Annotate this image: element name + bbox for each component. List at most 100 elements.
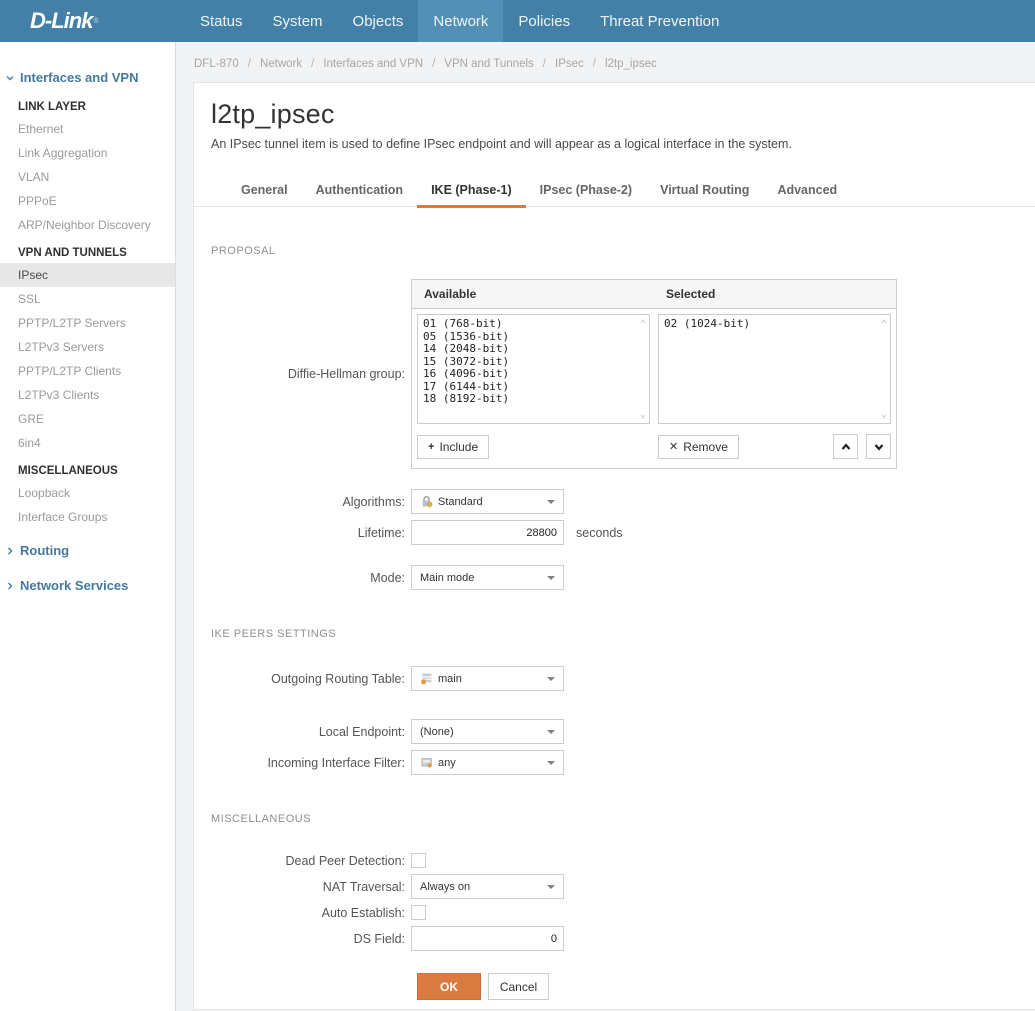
outgoing-routing-table-label: Outgoing Routing Table: (271, 671, 405, 686)
caret-down-icon (547, 575, 555, 580)
sidebar-item-pppoe[interactable]: PPPoE (18, 194, 57, 208)
sidebar-item-ssl[interactable]: SSL (18, 292, 41, 306)
include-button[interactable]: + Include (417, 434, 490, 459)
sidebar-item-gre[interactable]: GRE (18, 412, 45, 426)
breadcrumb-separator: / (542, 58, 546, 70)
dead-peer-detection-checkbox[interactable] (411, 853, 426, 868)
breadcrumb-item-vpn-and-tunnels[interactable]: VPN and Tunnels (444, 58, 534, 70)
nav-item-system[interactable]: System (272, 12, 323, 30)
incoming-interface-filter-label: Incoming Interface Filter: (267, 755, 405, 770)
sidebar-item-network-services[interactable]: Network Services (0, 572, 175, 599)
nav-item-objects[interactable]: Objects (352, 12, 404, 30)
mode-select[interactable]: Main mode (411, 565, 564, 590)
scroll-down-icon[interactable]: ⌄ (880, 409, 887, 420)
breadcrumb-separator: / (311, 58, 315, 70)
auto-establish-checkbox[interactable] (411, 905, 426, 920)
nav-item-status[interactable]: Status (200, 12, 243, 30)
list-item[interactable]: 15 (3072-bit) (423, 354, 510, 368)
sidebar-item-pptp-l2tp-clients[interactable]: PPTP/L2TP Clients (18, 364, 122, 378)
tab-ipsec-phase-2[interactable]: IPsec (Phase-2) (539, 183, 633, 197)
breadcrumb-item-ipsec[interactable]: IPsec (555, 58, 584, 70)
remove-button[interactable]: ✕ Remove (658, 434, 739, 459)
chevron-up-icon (841, 442, 850, 450)
dh-available-listbox[interactable]: 01 (768-bit) 05 (1536-bit) 14 (2048-bit)… (417, 314, 650, 424)
main-content-area: DFL-870 / Network / Interfaces and VPN /… (176, 42, 1035, 1011)
auto-establish-row: Auto Establish: (194, 905, 1035, 920)
tab-bar: General Authentication IKE (Phase-1) IPs… (194, 175, 1035, 208)
tab-ike-phase-1[interactable]: IKE (Phase-1) (417, 175, 526, 208)
lifetime-row: Lifetime: seconds (194, 520, 1035, 545)
section-label-proposal: PROPOSAL (211, 245, 276, 257)
dh-group-duallist: Available Selected 01 (768-bit) 05 (1536… (411, 279, 897, 469)
tab-advanced[interactable]: Advanced (777, 183, 838, 197)
list-item[interactable]: 05 (1536-bit) (423, 329, 510, 343)
sidebar: Interfaces and VPN LINK LAYER Ethernet L… (0, 42, 176, 1011)
list-item[interactable]: 17 (6144-bit) (423, 379, 510, 393)
sidebar-item-arp-neighbor-discovery[interactable]: ARP/Neighbor Discovery (18, 218, 151, 232)
outgoing-routing-table-select[interactable]: main (411, 666, 564, 691)
list-item[interactable]: 02 (1024-bit) (664, 317, 751, 330)
breadcrumb-item-l2tp-ipsec[interactable]: l2tp_ipsec (604, 58, 657, 70)
cancel-button[interactable]: Cancel (488, 973, 549, 1000)
interface-icon (420, 756, 433, 769)
sidebar-item-loopback[interactable]: Loopback (18, 486, 71, 500)
tab-general[interactable]: General (241, 183, 288, 197)
sidebar-item-interface-groups[interactable]: Interface Groups (18, 510, 108, 524)
list-item[interactable]: 18 (8192-bit) (423, 392, 510, 405)
mode-value: Main mode (420, 571, 475, 584)
ok-button[interactable]: OK (417, 973, 481, 1000)
list-item[interactable]: 14 (2048-bit) (423, 342, 510, 355)
sidebar-item-l2tpv3-servers[interactable]: L2TPv3 Servers (18, 340, 105, 354)
sidebar-header-link-layer: LINK LAYER (18, 101, 86, 113)
move-down-button[interactable] (866, 434, 891, 459)
scroll-down-icon[interactable]: ⌄ (639, 409, 646, 420)
sidebar-item-interfaces-and-vpn[interactable]: Interfaces and VPN (0, 64, 175, 91)
caret-down-icon (547, 729, 555, 734)
caret-down-icon (547, 499, 555, 504)
list-item[interactable]: 01 (768-bit) (423, 317, 503, 330)
sidebar-item-pptp-l2tp-servers[interactable]: PPTP/L2TP Servers (18, 316, 126, 330)
section-label-ike-peers: IKE PEERS SETTINGS (211, 628, 337, 640)
algorithms-row: Algorithms: Standard (194, 489, 1035, 514)
mode-row: Mode: Main mode (194, 565, 1035, 590)
incoming-interface-filter-value: any (438, 756, 456, 769)
scroll-up-icon[interactable]: ⌃ (880, 319, 887, 330)
breadcrumb-separator: / (432, 58, 436, 70)
sidebar-header-vpn-and-tunnels: VPN AND TUNNELS (18, 247, 127, 259)
list-item[interactable]: 16 (4096-bit) (423, 367, 510, 380)
sidebar-item-link-aggregation[interactable]: Link Aggregation (18, 146, 108, 160)
brand-trademark: ® (93, 17, 99, 25)
nav-item-policies[interactable]: Policies (518, 12, 571, 30)
tab-authentication[interactable]: Authentication (315, 183, 404, 197)
nav-item-network[interactable]: Network (418, 0, 504, 42)
sidebar-item-ipsec[interactable]: IPsec (0, 263, 175, 287)
top-nav-bar: D-Link ® Status System Objects Network Po… (0, 0, 1035, 42)
chevron-right-icon (5, 581, 15, 591)
breadcrumb-item-interfaces-and-vpn[interactable]: Interfaces and VPN (323, 58, 424, 70)
sidebar-item-routing[interactable]: Routing (0, 537, 175, 564)
ds-field-input[interactable] (411, 926, 564, 951)
lifetime-suffix: seconds (576, 525, 623, 540)
breadcrumb: DFL-870 / Network / Interfaces and VPN /… (176, 42, 1035, 82)
incoming-interface-filter-select[interactable]: any (411, 750, 564, 775)
breadcrumb-item-network[interactable]: Network (259, 58, 303, 70)
sidebar-item-6in4[interactable]: 6in4 (18, 436, 41, 450)
sidebar-item-l2tpv3-clients[interactable]: L2TPv3 Clients (18, 388, 100, 402)
scroll-up-icon[interactable]: ⌃ (639, 319, 646, 330)
breadcrumb-separator: / (247, 58, 251, 70)
nav-item-threat-prevention[interactable]: Threat Prevention (600, 12, 720, 30)
breadcrumb-item-device[interactable]: DFL-870 (194, 58, 239, 70)
lifetime-label: Lifetime: (357, 525, 405, 540)
algorithms-select[interactable]: Standard (411, 489, 564, 514)
sidebar-item-vlan[interactable]: VLAN (18, 170, 50, 184)
sidebar-item-ethernet[interactable]: Ethernet (18, 122, 64, 136)
routing-table-icon (420, 672, 433, 685)
local-endpoint-select[interactable]: (None) (411, 719, 564, 744)
nat-traversal-select[interactable]: Always on (411, 874, 564, 899)
dh-selected-listbox[interactable]: 02 (1024-bit) ⌃ ⌄ (658, 314, 891, 424)
lifetime-input[interactable] (411, 520, 564, 545)
outgoing-routing-table-value: main (438, 672, 462, 685)
tab-virtual-routing[interactable]: Virtual Routing (660, 183, 750, 197)
nat-traversal-label: NAT Traversal: (322, 879, 405, 894)
move-up-button[interactable] (833, 434, 858, 459)
